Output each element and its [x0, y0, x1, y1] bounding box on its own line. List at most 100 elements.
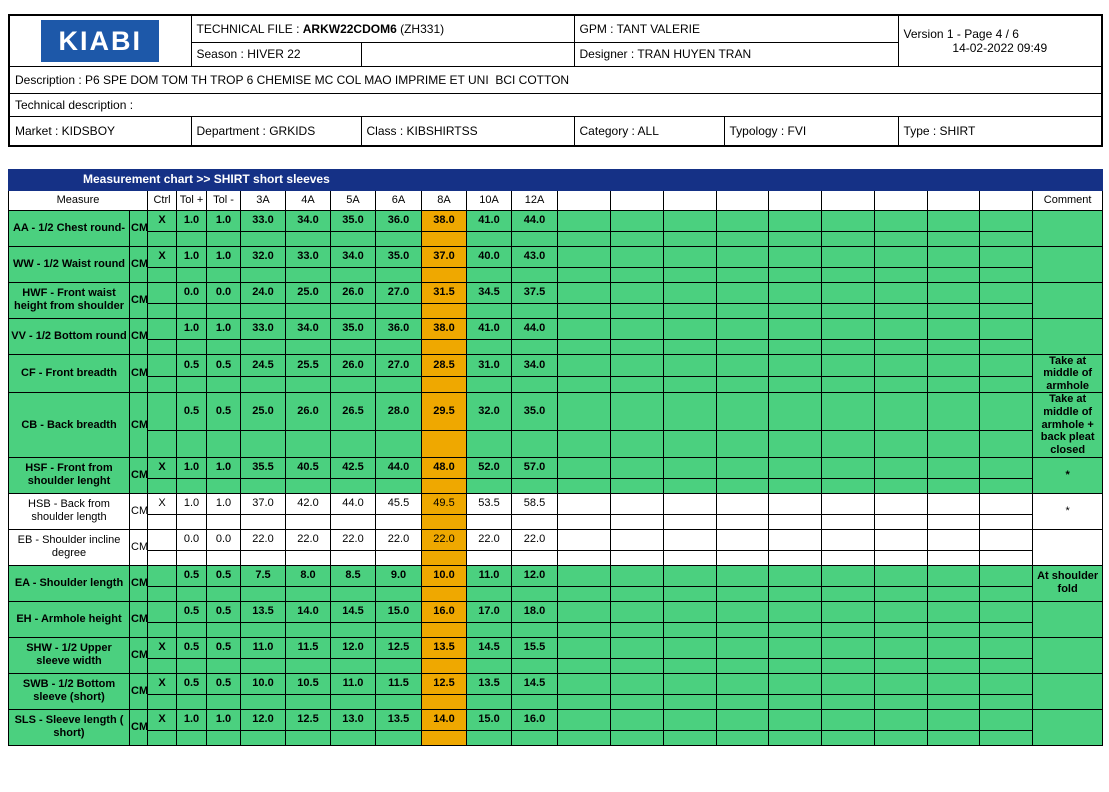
spare-cell [147, 729, 177, 746]
spare-size-cell [466, 477, 512, 494]
size-value-cell: 25.0 [240, 392, 286, 431]
size-value-cell: 12.5 [421, 672, 467, 695]
kiabi-logo: KIABI [41, 20, 160, 62]
blank-value-cell [557, 564, 611, 587]
blank-value-cell [874, 317, 928, 340]
version-page: Version 1 - Page 4 / 6 [903, 27, 1019, 41]
measure-row-spare [9, 302, 1103, 319]
size-value-cell: 25.5 [285, 353, 331, 378]
blank-value-cell [768, 353, 822, 378]
ctrl-cell: X [147, 492, 177, 515]
measure-row-spare [9, 513, 1103, 530]
spare-cell [176, 693, 207, 710]
spare-blank-cell [927, 621, 980, 638]
size-value-cell: 34.0 [285, 317, 331, 340]
spare-cell [206, 729, 241, 746]
spare-blank-cell [821, 657, 875, 674]
spare-size-cell [466, 657, 512, 674]
spare-blank-cell [610, 429, 664, 458]
spare-blank-cell [557, 230, 611, 247]
blank-value-cell [768, 456, 822, 479]
spare-blank-cell [663, 621, 717, 638]
spare-blank-cell [874, 729, 928, 746]
blank-col-header [663, 189, 717, 211]
size-value-cell: 44.0 [511, 317, 558, 340]
tol-plus-cell: 0.5 [176, 636, 207, 659]
spare-blank-cell [927, 585, 980, 602]
tol-plus-cell: 1.0 [176, 209, 207, 232]
blank-col-header [610, 189, 664, 211]
spare-blank-cell [610, 338, 664, 355]
spare-size-cell [421, 266, 467, 283]
spare-blank-cell [716, 429, 769, 458]
measure-name-cell: SWB - 1/2 Bottom sleeve (short) [8, 672, 130, 710]
spare-size-cell [466, 585, 512, 602]
blank-value-cell [663, 317, 717, 340]
blank-value-cell [979, 392, 1033, 431]
department-cell: Department : GRKIDS [190, 116, 362, 146]
spare-blank-cell [979, 729, 1033, 746]
blank-value-cell [979, 281, 1033, 304]
blank-value-cell [927, 353, 980, 378]
blank-value-cell [663, 209, 717, 232]
blank-col-header [979, 189, 1033, 211]
blank-value-cell [557, 317, 611, 340]
size-value-cell: 31.5 [421, 281, 467, 304]
measure-row: HSB - Back from shoulder length CM X 1.0 1.0… [8, 492, 1104, 530]
size-value-cell: 36.0 [375, 317, 422, 340]
size-value-cell: 29.5 [421, 392, 467, 431]
spare-size-cell [330, 513, 376, 530]
blank-value-cell [716, 600, 769, 623]
size-value-cell: 10.0 [240, 672, 286, 695]
spare-blank-cell [979, 266, 1033, 283]
spare-size-cell [511, 585, 558, 602]
spare-size-cell [330, 338, 376, 355]
size-value-cell: 35.0 [511, 392, 558, 431]
spare-size-cell [375, 477, 422, 494]
size-value-cell: 34.0 [511, 353, 558, 378]
spare-size-cell [285, 585, 331, 602]
size-value-cell: 16.0 [511, 708, 558, 731]
blank-value-cell [979, 317, 1033, 340]
spare-size-cell [285, 693, 331, 710]
spare-size-cell [330, 230, 376, 247]
blank-value-cell [610, 317, 664, 340]
size-value-cell: 11.5 [375, 672, 422, 695]
ctrl-cell: X [147, 456, 177, 479]
spare-cell [206, 621, 241, 638]
tol-minus-cell: 0.0 [206, 281, 241, 304]
blank-value-cell [768, 317, 822, 340]
tol-plus-cell: 0.5 [176, 392, 207, 431]
measure-row: SWB - 1/2 Bottom sleeve (short) CM X 0.5 0.5… [8, 672, 1104, 710]
blank-value-cell [557, 245, 611, 268]
spare-blank-cell [557, 693, 611, 710]
size-value-cell: 22.0 [330, 528, 376, 551]
blank-value-cell [610, 353, 664, 378]
spare-size-cell [285, 549, 331, 566]
spare-blank-cell [821, 230, 875, 247]
spare-size-cell [330, 477, 376, 494]
tol-minus-cell: 0.5 [206, 392, 241, 431]
spare-size-cell [375, 693, 422, 710]
tol-minus-cell: 0.0 [206, 528, 241, 551]
blank-value-cell [663, 281, 717, 304]
spare-cell [147, 621, 177, 638]
comment-cell [1031, 528, 1104, 566]
size-value-cell: 16.0 [421, 600, 467, 623]
size-value-cell: 34.0 [285, 209, 331, 232]
size-value-cell: 35.0 [330, 209, 376, 232]
measure-row-spare [9, 657, 1103, 674]
size-value-cell: 9.0 [375, 564, 422, 587]
measure-name-cell: HSF - Front from shoulder lenght [8, 456, 130, 494]
blank-value-cell [716, 209, 769, 232]
blank-value-cell [821, 528, 875, 551]
blank-value-cell [927, 456, 980, 479]
size-value-cell: 12.0 [330, 636, 376, 659]
spare-blank-cell [768, 585, 822, 602]
size-value-cell: 42.5 [330, 456, 376, 479]
spare-blank-cell [663, 549, 717, 566]
size-value-cell: 24.0 [240, 281, 286, 304]
tol-minus-cell: 1.0 [206, 245, 241, 268]
spare-size-cell [330, 266, 376, 283]
ctrl-cell [147, 564, 177, 587]
